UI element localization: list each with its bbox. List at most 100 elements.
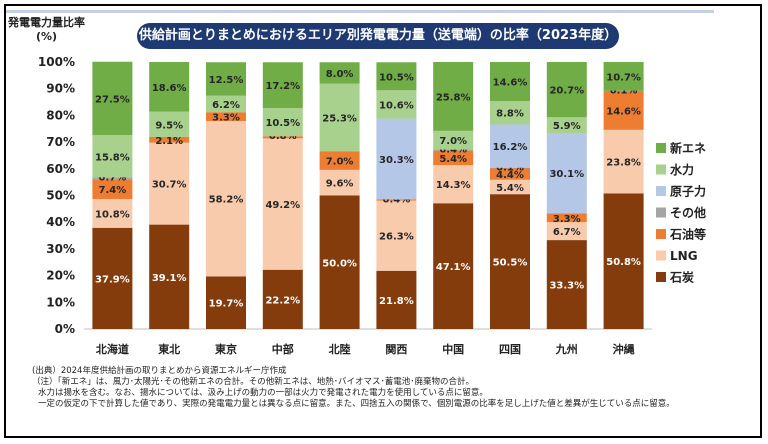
y-axis-label-line1: 発電電力量比率 bbox=[8, 16, 85, 29]
legend-label: 石油等 bbox=[669, 227, 706, 242]
data-label: 16.2% bbox=[493, 142, 528, 153]
bar-segment bbox=[546, 240, 587, 329]
chart-title: 供給計画とりまとめにおけるエリア別発電電力量（送電端）の比率（2023年度） bbox=[137, 23, 619, 49]
bar-segment bbox=[490, 62, 530, 101]
data-label: 7.0% bbox=[326, 157, 354, 168]
bar-segment bbox=[546, 222, 587, 241]
bar-segment bbox=[319, 169, 360, 196]
bar-segment bbox=[376, 270, 417, 329]
outer-frame bbox=[4, 4, 762, 438]
bar-segment bbox=[433, 62, 474, 131]
bar-segment bbox=[92, 198, 133, 228]
data-label: 39.1% bbox=[152, 273, 187, 284]
legend-swatch bbox=[656, 143, 666, 153]
bar-segment bbox=[262, 108, 303, 137]
data-label: 49.2% bbox=[265, 200, 300, 211]
data-label: 19.7% bbox=[209, 299, 244, 310]
data-label: 37.9% bbox=[95, 274, 130, 285]
data-label: 9.6% bbox=[326, 179, 354, 190]
x-tick-label: 中国 bbox=[442, 342, 464, 356]
data-label: 2.1% bbox=[155, 136, 183, 147]
x-tick-label: 沖縄 bbox=[613, 342, 635, 356]
y-axis-label-line2: (%) bbox=[35, 30, 58, 43]
legend-label: 新エネ bbox=[670, 141, 706, 156]
y-tick-label: 80% bbox=[46, 108, 75, 122]
bar-segment bbox=[262, 138, 303, 270]
y-tick-label: 100% bbox=[38, 55, 75, 69]
bar-segment bbox=[206, 112, 246, 122]
bar-segment bbox=[376, 62, 417, 91]
data-label: 17.2% bbox=[265, 81, 300, 92]
y-tick-label: 60% bbox=[46, 162, 75, 176]
bar-segment bbox=[490, 167, 530, 169]
x-tick-label: 北陸 bbox=[329, 342, 351, 356]
data-label: 27.5% bbox=[95, 94, 130, 105]
data-label: 5.9% bbox=[553, 121, 581, 132]
legend-swatch bbox=[656, 186, 666, 196]
bar-segment bbox=[433, 130, 474, 150]
bar-segment bbox=[262, 136, 303, 139]
bar-segment bbox=[92, 179, 133, 199]
x-tick-label: 中部 bbox=[272, 342, 294, 356]
legend-label: その他 bbox=[670, 205, 706, 220]
data-label: 0.4% bbox=[439, 145, 467, 156]
bar-segment bbox=[603, 193, 644, 329]
y-tick-label: 0% bbox=[55, 322, 75, 336]
x-tick-label: 東北 bbox=[158, 342, 180, 356]
data-label: 18.6% bbox=[152, 83, 187, 94]
data-label: 10.6% bbox=[379, 100, 414, 111]
bar-segment bbox=[319, 62, 360, 84]
bar-segment bbox=[206, 276, 246, 329]
legend-swatch bbox=[656, 272, 666, 282]
bar-segment bbox=[376, 118, 417, 200]
y-tick-label: 30% bbox=[46, 242, 75, 256]
data-label: 12.5% bbox=[209, 75, 244, 86]
footnote-note-2: 水力は揚水を含む。なお、揚水については、汲み上げの動力の一部は火力で発電された電… bbox=[38, 388, 488, 398]
bar-segment bbox=[546, 213, 587, 223]
data-label: 3.3% bbox=[212, 113, 240, 124]
legend-label: 石炭 bbox=[669, 270, 694, 285]
bar-segment bbox=[206, 95, 246, 113]
data-label: 10.5% bbox=[265, 118, 300, 129]
data-label: 0.1% bbox=[610, 86, 638, 97]
data-label: 0.7% bbox=[99, 172, 127, 183]
legend-swatch bbox=[656, 250, 666, 261]
data-label: 7.4% bbox=[99, 185, 127, 196]
data-label: 25.8% bbox=[436, 92, 471, 103]
data-label: 21.8% bbox=[379, 296, 414, 307]
bar-segment bbox=[490, 124, 530, 168]
bar-segment bbox=[149, 142, 190, 225]
bar-segment bbox=[319, 151, 360, 170]
bar-segment bbox=[490, 179, 530, 195]
bar-segment bbox=[92, 227, 133, 329]
bar-segment bbox=[376, 90, 417, 119]
data-label: 22.2% bbox=[265, 295, 300, 306]
bar-segment bbox=[433, 149, 474, 151]
data-label: 9.5% bbox=[155, 120, 183, 131]
bar-segment bbox=[490, 100, 530, 125]
bar-segment bbox=[262, 269, 303, 329]
bar-segment bbox=[376, 200, 417, 271]
y-tick-label: 20% bbox=[46, 269, 75, 283]
data-label: 10.8% bbox=[95, 209, 130, 220]
data-label: 20.7% bbox=[549, 86, 584, 97]
y-tick-label: 70% bbox=[46, 135, 75, 149]
data-label: 23.8% bbox=[606, 158, 641, 169]
bar-segment bbox=[92, 135, 133, 178]
bar-segment bbox=[490, 167, 530, 180]
data-label: 25.3% bbox=[322, 113, 357, 124]
bar-segment bbox=[92, 61, 133, 136]
x-tick-label: 四国 bbox=[499, 343, 521, 356]
legend-swatch bbox=[656, 229, 666, 239]
bar-segment bbox=[319, 195, 360, 329]
x-tick-label: 九州 bbox=[555, 342, 578, 356]
bar-segment bbox=[433, 203, 474, 329]
data-label: 30.7% bbox=[152, 180, 187, 191]
legend-swatch bbox=[656, 207, 666, 218]
bar-segment bbox=[206, 62, 246, 96]
data-label: 15.8% bbox=[95, 152, 130, 163]
data-label: 14.3% bbox=[436, 180, 471, 191]
bar-segment bbox=[546, 62, 587, 118]
x-tick-label: 北海道 bbox=[96, 342, 129, 356]
data-label: 6.7% bbox=[553, 227, 581, 238]
